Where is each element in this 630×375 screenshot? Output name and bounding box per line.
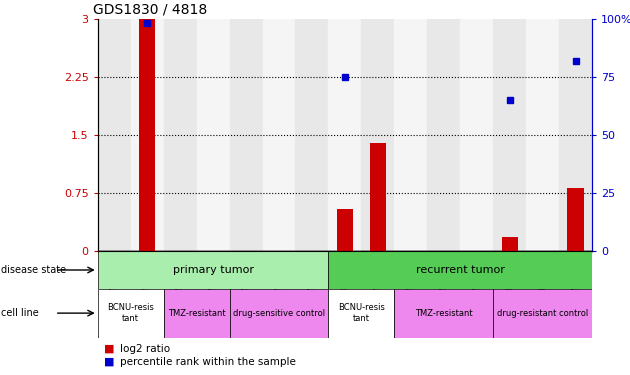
- Bar: [501, 237, 518, 251]
- Bar: [328, 251, 592, 289]
- Bar: [493, 289, 592, 338]
- Bar: [164, 289, 229, 338]
- Bar: [229, 19, 263, 251]
- Bar: [130, 19, 164, 251]
- Text: drug-resistant control: drug-resistant control: [497, 309, 588, 318]
- Bar: [362, 19, 394, 251]
- Bar: [164, 19, 197, 251]
- Text: TMZ-resistant: TMZ-resistant: [415, 309, 472, 318]
- Text: disease state: disease state: [1, 265, 66, 275]
- Bar: [370, 143, 386, 251]
- Text: recurrent tumor: recurrent tumor: [416, 265, 505, 275]
- Text: BCNU-resis
tant: BCNU-resis tant: [338, 303, 385, 323]
- Bar: [295, 19, 328, 251]
- Bar: [559, 19, 592, 251]
- Text: percentile rank within the sample: percentile rank within the sample: [120, 357, 295, 367]
- Text: ■: ■: [104, 357, 115, 367]
- Bar: [568, 188, 584, 251]
- Bar: [328, 289, 394, 338]
- Bar: [493, 19, 526, 251]
- Text: cell line: cell line: [1, 308, 39, 318]
- Bar: [229, 289, 328, 338]
- Bar: [461, 19, 493, 251]
- Text: drug-sensitive control: drug-sensitive control: [233, 309, 325, 318]
- Bar: [197, 19, 229, 251]
- Bar: [394, 289, 493, 338]
- Text: primary tumor: primary tumor: [173, 265, 253, 275]
- Bar: [328, 19, 362, 251]
- Text: TMZ-resistant: TMZ-resistant: [168, 309, 226, 318]
- Bar: [427, 19, 461, 251]
- Bar: [98, 289, 164, 338]
- Text: GDS1830 / 4818: GDS1830 / 4818: [93, 2, 207, 16]
- Bar: [98, 251, 328, 289]
- Bar: [526, 19, 559, 251]
- Text: log2 ratio: log2 ratio: [120, 344, 170, 354]
- Text: BCNU-resis
tant: BCNU-resis tant: [107, 303, 154, 323]
- Text: ■: ■: [104, 344, 115, 354]
- Bar: [336, 209, 353, 251]
- Bar: [139, 19, 156, 251]
- Bar: [394, 19, 427, 251]
- Bar: [98, 19, 130, 251]
- Bar: [263, 19, 295, 251]
